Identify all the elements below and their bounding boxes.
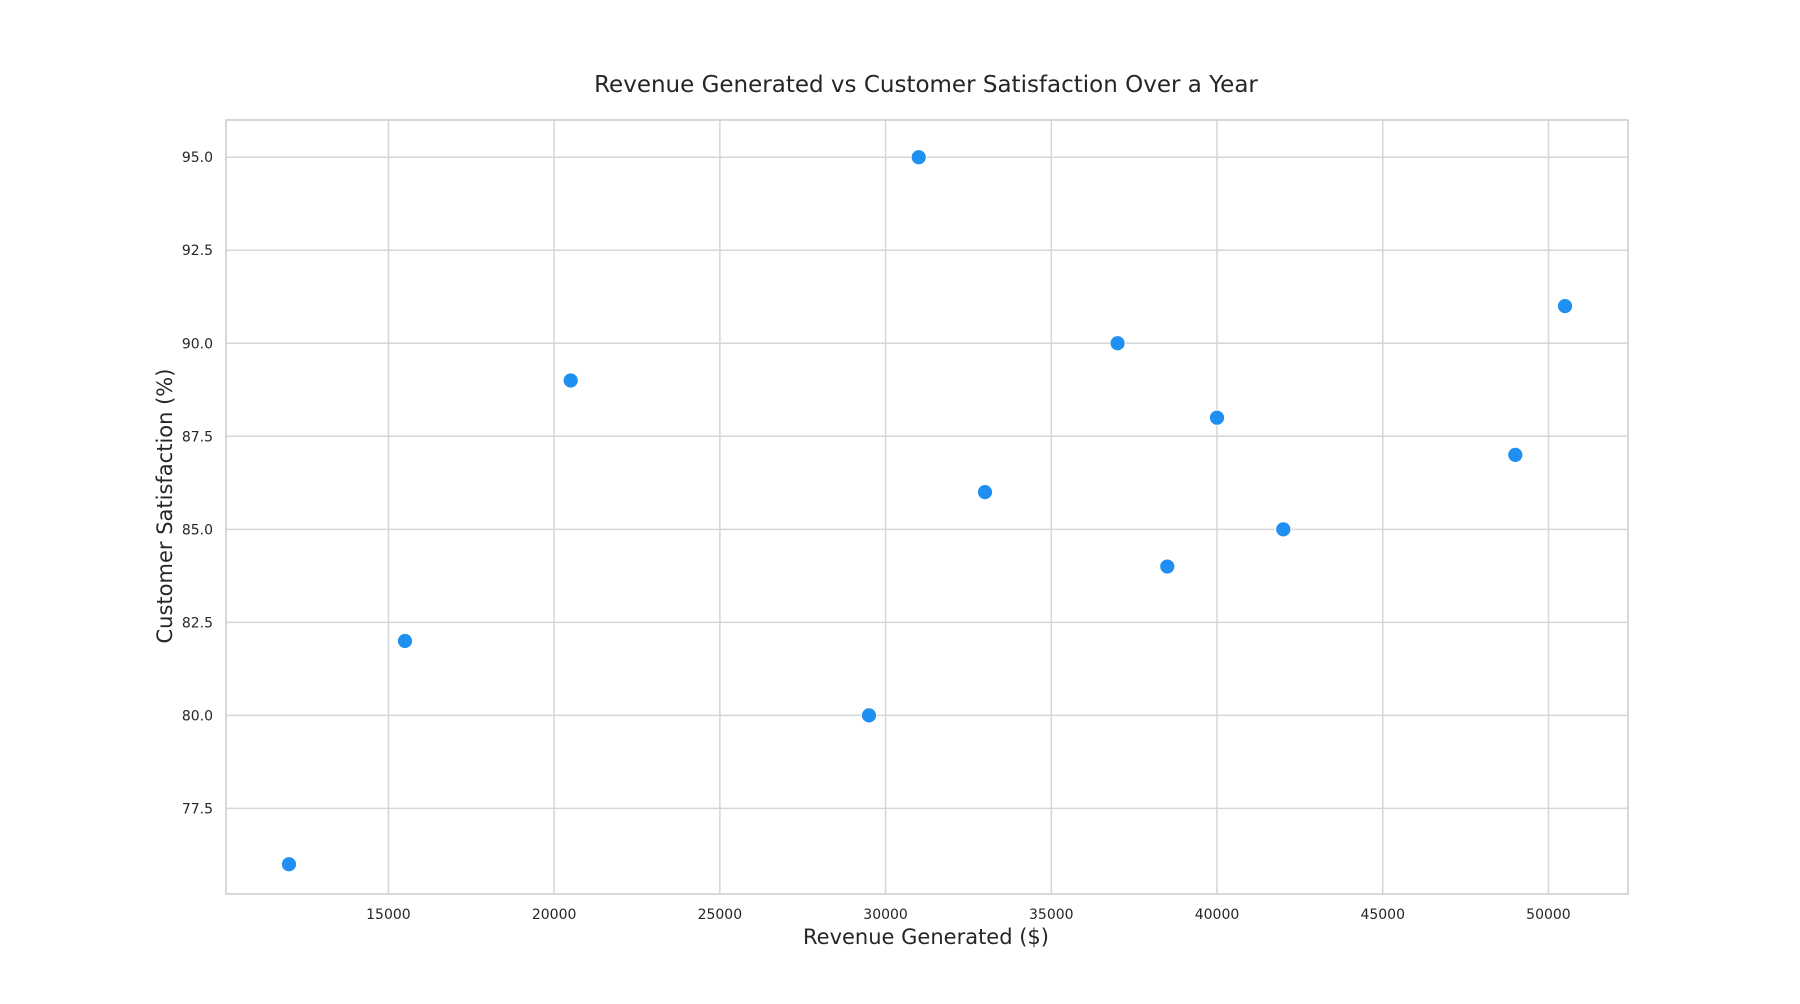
- x-tick-label: 45000: [1360, 907, 1405, 923]
- plot-area-frame: [225, 119, 1629, 895]
- y-tick-label: 85.0: [182, 522, 213, 538]
- y-tick-label: 90.0: [182, 336, 213, 352]
- x-tick-label: 50000: [1526, 907, 1571, 923]
- scatter-point: [1557, 298, 1573, 314]
- x-axis-ticks: 15000 20000 25000 30000 35000 40000 45000 50000: [366, 907, 1571, 923]
- scatter-point: [1109, 335, 1126, 352]
- scatter-point: [910, 149, 927, 166]
- scatter-point: [397, 633, 413, 649]
- y-tick-label: 77.5: [182, 801, 213, 817]
- grid-lines: [226, 120, 1628, 894]
- scatter-point: [977, 484, 993, 501]
- scatter-point: [281, 856, 297, 873]
- y-tick-label: 80.0: [182, 708, 213, 724]
- scatter-point: [562, 372, 579, 389]
- y-tick-label: 95.0: [182, 150, 213, 166]
- y-tick-label: 92.5: [182, 243, 213, 259]
- data-points: [281, 149, 1573, 873]
- x-axis-label: Revenue Generated ($): [803, 925, 1049, 949]
- x-tick-label: 15000: [366, 907, 411, 923]
- y-axis-ticks: 77.5 80.0 82.5 85.0 87.5 90.0 92.5 95.0: [182, 150, 213, 817]
- chart-title: Revenue Generated vs Customer Satisfacti…: [594, 72, 1258, 98]
- x-tick-label: 40000: [1195, 907, 1240, 923]
- x-tick-label: 20000: [532, 907, 577, 923]
- y-tick-label: 82.5: [182, 615, 213, 631]
- scatter-point: [1275, 521, 1292, 538]
- scatter-point: [1209, 409, 1225, 426]
- x-tick-label: 30000: [863, 907, 908, 923]
- x-tick-label: 25000: [698, 907, 743, 923]
- scatter-point: [1159, 558, 1176, 575]
- scatter-point: [1507, 447, 1524, 463]
- y-axis-label: Customer Satisfaction (%): [153, 369, 177, 644]
- y-tick-label: 87.5: [182, 429, 213, 445]
- x-tick-label: 35000: [1029, 907, 1074, 923]
- scatter-point: [861, 707, 877, 724]
